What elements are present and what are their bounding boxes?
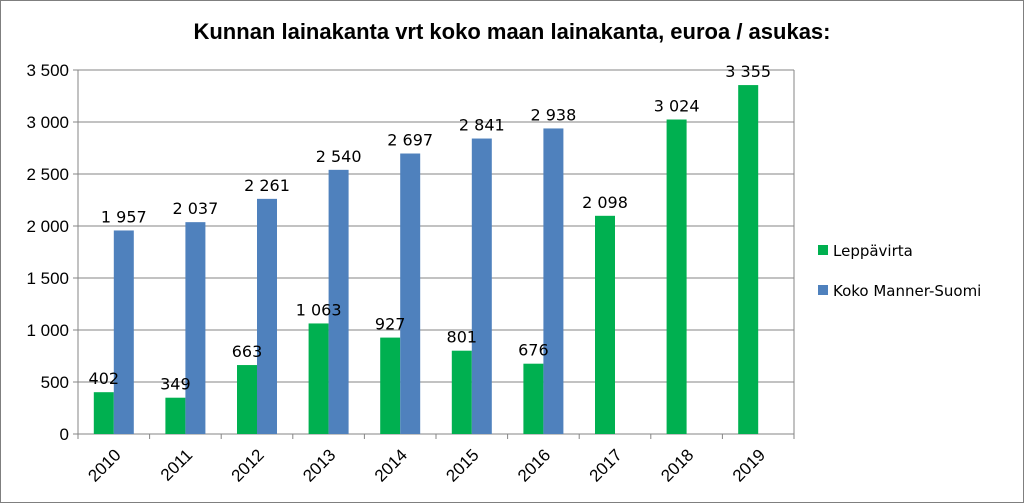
x-tick-label: 2011: [157, 445, 196, 484]
data-label: 349: [160, 375, 191, 394]
y-tick-label: 3 000: [26, 113, 69, 132]
bar-koko-manner-suomi: [113, 230, 134, 434]
x-tick-label: 2014: [371, 445, 411, 485]
data-label: 2 697: [387, 131, 433, 150]
bar-leppavirta: [308, 323, 329, 434]
data-label: 3 024: [654, 97, 700, 116]
chart-title: Kunnan lainakanta vrt koko maan lainakan…: [193, 19, 830, 44]
y-tick-label: 2 000: [26, 217, 69, 236]
y-tick-label: 3 500: [26, 61, 69, 80]
y-tick-label: 500: [41, 373, 69, 392]
x-tick-label: 2018: [657, 445, 697, 485]
legend-label: Leppävirta: [833, 242, 913, 260]
x-tick-label: 2016: [514, 445, 554, 485]
bar-leppavirta: [165, 397, 186, 434]
bar-koko-manner-suomi: [400, 153, 421, 434]
bar-leppavirta: [93, 392, 114, 434]
bar-leppavirta: [595, 215, 615, 434]
data-label: 2 098: [582, 193, 628, 212]
y-tick-label: 1 000: [26, 321, 69, 340]
legend-label: Koko Manner-Suomi: [833, 282, 981, 300]
y-tick-label: 2 500: [26, 165, 69, 184]
data-label: 1 063: [296, 300, 342, 319]
data-label: 801: [447, 328, 478, 347]
bar-koko-manner-suomi: [185, 222, 206, 434]
data-label: 2 037: [172, 199, 218, 218]
bar-leppavirta: [380, 337, 401, 434]
bars: [93, 85, 759, 434]
data-label: 927: [375, 315, 406, 334]
data-label: 2 261: [244, 176, 290, 195]
bar-leppavirta: [738, 85, 759, 434]
bar-koko-manner-suomi: [471, 138, 492, 434]
legend-swatch: [818, 285, 828, 295]
data-label: 3 355: [725, 62, 771, 81]
bar-leppavirta: [237, 365, 257, 434]
data-label: 1 957: [101, 207, 147, 226]
x-tick-label: 2015: [442, 445, 482, 485]
data-label: 676: [518, 341, 549, 360]
data-labels: 402 349 663 1 063 927 801 676 2 098 3 024 3 355 1 …: [89, 62, 772, 394]
bar-koko-manner-suomi: [328, 169, 349, 434]
bar-leppavirta: [523, 363, 544, 434]
x-tick-label: 2017: [586, 445, 626, 485]
x-tick-label: 2019: [729, 445, 769, 485]
data-label: 2 841: [459, 116, 505, 135]
x-tick-label: 2013: [299, 445, 339, 485]
bar-leppavirta: [666, 119, 687, 434]
data-label: 663: [232, 342, 263, 361]
data-label: 2 540: [316, 147, 362, 166]
bar-koko-manner-suomi: [257, 198, 277, 434]
legend-swatch: [818, 245, 828, 255]
y-tick-label: 0: [60, 425, 69, 444]
x-tick-label: 2012: [228, 445, 268, 485]
legend: Leppävirta Koko Manner-Suomi: [818, 242, 981, 300]
data-label: 2 938: [530, 105, 576, 124]
bar-koko-manner-suomi: [543, 128, 564, 434]
x-tick-label: 2010: [84, 445, 124, 485]
y-tick-label: 1 500: [26, 269, 69, 288]
bar-leppavirta: [451, 350, 472, 434]
data-label: 402: [89, 369, 120, 388]
